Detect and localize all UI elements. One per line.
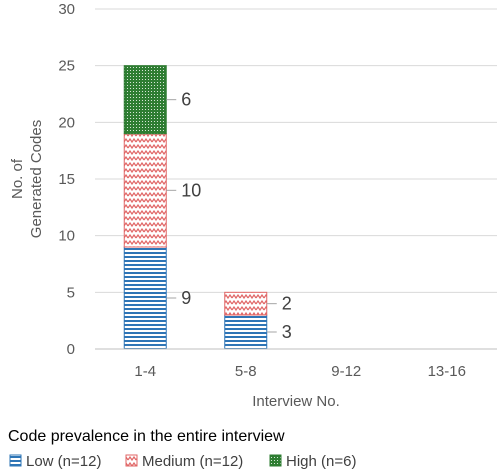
y-tick-label: 0: [67, 341, 75, 358]
bar-segment: [224, 314, 268, 350]
legend-label: Medium (n=12): [142, 453, 243, 470]
legend-item: Low (n=12): [9, 453, 101, 470]
legend-label: Low (n=12): [26, 453, 101, 470]
x-tick-label: 9-12: [331, 363, 361, 380]
axes: 0 5 10 15 20 25 30 1-4 5-8 9-12 13-16 Interview No.…: [9, 1, 497, 410]
y-tick-label: 10: [58, 228, 75, 245]
bar-segment: [123, 246, 167, 350]
legend-label: High (n=6): [286, 453, 356, 470]
data-label: 3: [282, 322, 292, 342]
x-tick-label: 13-16: [428, 363, 466, 380]
y-axis-title: No. of Generated Codes: [9, 120, 45, 238]
legend-swatch: [125, 454, 138, 467]
x-tick-label: 5-8: [235, 363, 257, 380]
data-label: 10: [181, 180, 201, 200]
y-tick-label: 15: [58, 171, 75, 188]
bars: [123, 65, 268, 350]
legend: Code prevalence in the entire interview L…: [8, 428, 356, 470]
bar-segment: [123, 65, 167, 135]
legend-item: Medium (n=12): [125, 453, 243, 470]
data-labels: 9 10 6 3 2: [166, 90, 292, 342]
data-label: 6: [181, 90, 191, 110]
data-label: 9: [181, 288, 191, 308]
y-tick-label: 20: [58, 114, 75, 131]
y-axis-title-line: No. of: [9, 158, 26, 199]
y-tick-label: 30: [58, 1, 75, 18]
bar-segment: [123, 133, 167, 248]
legend-swatch: [9, 454, 22, 467]
x-tick-label: 1-4: [134, 363, 156, 380]
legend-item: High (n=6): [269, 453, 356, 470]
data-label: 2: [282, 294, 292, 314]
legend-title: Code prevalence in the entire interview: [8, 428, 285, 445]
bar-segment: [224, 291, 268, 316]
y-tick-label: 5: [67, 284, 75, 301]
legend-swatch: [269, 454, 282, 467]
y-axis-title-line: Generated Codes: [28, 120, 45, 238]
y-tick-label: 25: [58, 58, 75, 75]
x-axis-title: Interview No.: [252, 393, 340, 410]
